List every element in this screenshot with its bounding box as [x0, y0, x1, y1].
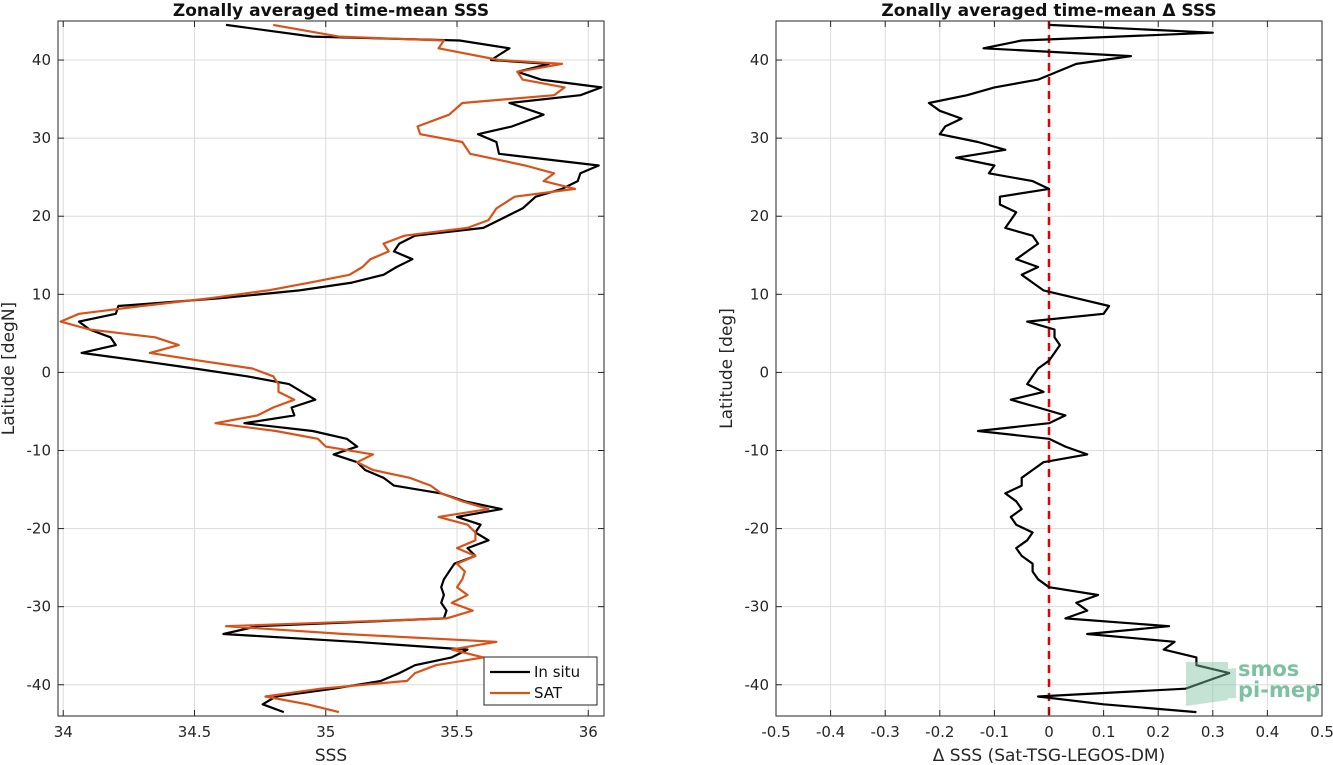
x-tick-label: 36 [579, 723, 598, 741]
y-tick-label: 40 [750, 51, 769, 69]
logo-mark-icon [1186, 662, 1236, 706]
x-tick-label: -0.5 [761, 723, 790, 741]
sss-grid [58, 21, 604, 716]
sss-legend: In situ SAT [483, 656, 598, 706]
legend-label: In situ [534, 663, 580, 681]
sss-plot-frame [57, 20, 605, 717]
y-tick-label: 20 [32, 207, 51, 225]
y-tick-label: -10 [27, 441, 52, 459]
y-tick-label: -40 [745, 676, 770, 694]
y-tick-label: 10 [750, 285, 769, 303]
x-tick-label: 0.2 [1146, 723, 1170, 741]
delta-sss-panel: -0.5 -0.4 -0.3 -0.2 -0.1 0 0.1 0.2 0.3 0.4 0.5 -40 -… [717, 1, 1333, 765]
x-tick-label: 0.3 [1201, 723, 1225, 741]
sss-chart-title: Zonally averaged time-mean SSS [173, 1, 489, 21]
sss-panel: 34 34.5 35 35.5 36 -40 -30 -20 -10 0 10 20 30 40 Zona… [0, 1, 605, 765]
y-tick-label: -40 [27, 676, 52, 694]
y-tick-label: 10 [32, 285, 51, 303]
delta-ticks: -0.5 -0.4 -0.3 -0.2 -0.1 0 0.1 0.2 0.3 0.4 0.5 -40 -… [745, 21, 1333, 741]
x-tick-label: 34.5 [178, 723, 211, 741]
x-tick-label: 34 [54, 723, 73, 741]
sss-lines [59, 23, 603, 714]
y-tick-label: 0 [41, 363, 51, 381]
x-tick-label: -0.3 [871, 723, 900, 741]
y-tick-label: -30 [745, 598, 770, 616]
delta-chart-title: Zonally averaged time-mean Δ SSS [881, 1, 1216, 21]
y-tick-label: -30 [27, 598, 52, 616]
delta-x-axis-label: Δ SSS (Sat-TSG-LEGOS-DM) [933, 746, 1165, 765]
delta-lines [927, 21, 1231, 716]
x-tick-label: 0.4 [1255, 723, 1279, 741]
x-tick-label: 0 [1044, 723, 1054, 741]
sat-series-line [59, 23, 577, 714]
y-tick-label: 40 [32, 51, 51, 69]
legend-box [483, 656, 598, 706]
x-tick-label: 0.1 [1092, 723, 1116, 741]
logo-text-line1: smos [1238, 657, 1299, 681]
sss-y-axis-label: Latitude [degN] [0, 302, 19, 435]
smos-pi-mep-logo: smos pi-mep [1186, 657, 1320, 706]
x-tick-label: -0.1 [980, 723, 1009, 741]
delta-y-axis-label: Latitude [deg] [717, 308, 737, 429]
y-tick-label: 20 [750, 207, 769, 225]
x-tick-label: 0.5 [1310, 723, 1333, 741]
y-tick-label: -20 [27, 520, 52, 538]
y-tick-label: -20 [745, 520, 770, 538]
y-tick-label: 30 [750, 129, 769, 147]
y-tick-label: 30 [32, 129, 51, 147]
sss-x-axis-label: SSS [315, 746, 347, 765]
delta-sss-series-line [927, 23, 1231, 714]
x-tick-label: 35.5 [440, 723, 473, 741]
sss-ticks: 34 34.5 35 35.5 36 -40 -30 -20 -10 0 10 20 30 40 [27, 21, 604, 741]
x-tick-label: 35 [316, 723, 335, 741]
logo-text-line2: pi-mep [1238, 678, 1320, 702]
legend-label: SAT [534, 684, 563, 702]
in-situ-series-line [77, 23, 603, 714]
x-tick-label: -0.2 [925, 723, 954, 741]
x-tick-label: -0.4 [816, 723, 845, 741]
y-tick-label: 0 [759, 363, 769, 381]
y-tick-label: -10 [745, 441, 770, 459]
